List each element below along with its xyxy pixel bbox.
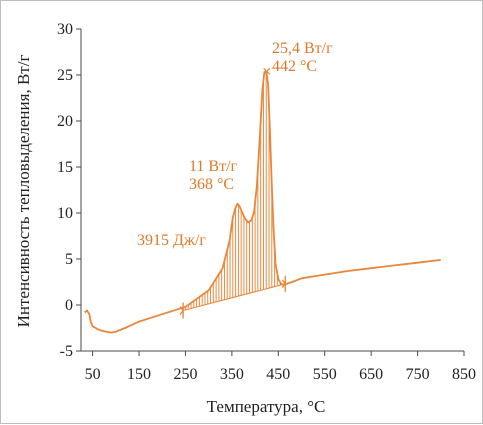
peak-1-label: 442 °C bbox=[272, 58, 317, 75]
ticks: -5 0 5 10 15 20 25 30 50 150 250 350 450 550 650 750 850 bbox=[57, 21, 476, 383]
x-tick-label: 750 bbox=[406, 366, 430, 383]
series-layer bbox=[84, 67, 441, 334]
x-tick-label: 250 bbox=[173, 366, 197, 383]
x-tick-label: 650 bbox=[359, 366, 383, 383]
series-line bbox=[84, 70, 441, 334]
x-tick-label: 550 bbox=[313, 366, 337, 383]
peak-2-label: 368 °C bbox=[189, 176, 234, 193]
x-tick-label: 450 bbox=[266, 366, 290, 383]
area-label: 3915 Дж/г bbox=[137, 232, 206, 249]
integration-hatch bbox=[179, 71, 287, 319]
y-tick-label: 15 bbox=[57, 159, 73, 176]
integration-start-marker bbox=[179, 302, 185, 319]
y-tick-label: 10 bbox=[57, 205, 73, 222]
y-tick-label: 20 bbox=[57, 113, 73, 130]
integration-baseline bbox=[182, 283, 286, 312]
peak-marker bbox=[263, 67, 271, 75]
y-tick-label: 0 bbox=[65, 297, 73, 314]
x-tick-label: 850 bbox=[452, 366, 476, 383]
x-tick-label: 50 bbox=[85, 366, 101, 383]
axes bbox=[80, 29, 464, 352]
x-tick-label: 350 bbox=[220, 366, 244, 383]
peak-1-label: 25,4 Вт/г bbox=[272, 40, 333, 57]
peak-2-label: 11 Вт/г bbox=[189, 158, 238, 175]
y-tick-label: 30 bbox=[57, 21, 73, 38]
x-tick-label: 150 bbox=[127, 366, 151, 383]
y-tick-label: 5 bbox=[65, 251, 73, 268]
y-axis-title: Интенсивность тепловыделения, Вт/г bbox=[14, 55, 33, 328]
y-tick-label: 25 bbox=[57, 67, 73, 84]
x-axis-title: Температура, °C bbox=[207, 397, 326, 416]
y-tick-label: -5 bbox=[60, 343, 73, 360]
